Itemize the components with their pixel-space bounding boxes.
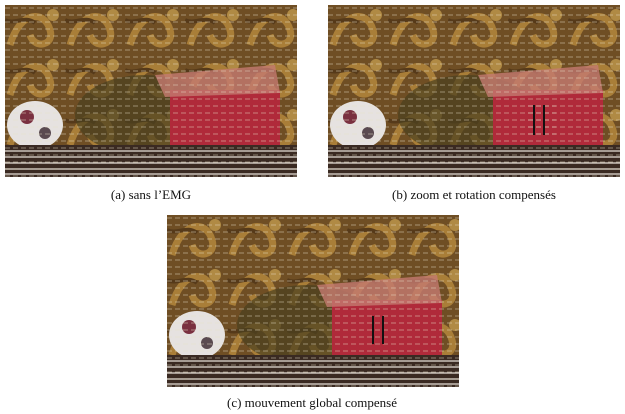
image-c: [167, 214, 459, 388]
caption: (b) zoom et rotation compensés: [392, 187, 556, 202]
image-b: [328, 5, 620, 177]
vector-dots: [372, 316, 384, 344]
vector-dots: [526, 100, 556, 140]
caption: (a) sans l’EMG: [110, 187, 192, 202]
image-a: [5, 5, 297, 177]
caption: (c) mouvement global compensé: [226, 395, 398, 410]
